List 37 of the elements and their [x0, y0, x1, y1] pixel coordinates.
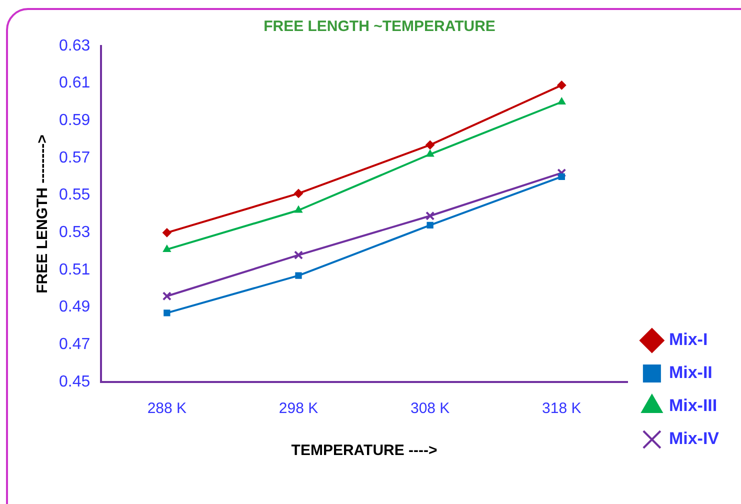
legend-label: Mix-II [668, 363, 712, 382]
point [294, 250, 304, 260]
legend-label: Mix-I [668, 330, 708, 350]
y-tick-label: 0.47 [59, 336, 90, 354]
y-tick-label: 0.55 [59, 186, 90, 204]
point [162, 292, 172, 301]
point [558, 98, 566, 104]
x-tick-label: 288 K [147, 400, 187, 418]
point [294, 188, 303, 198]
y-tick-label: 0.63 [59, 37, 90, 54]
y-axis-title: FREE LENGTH --------> [34, 134, 52, 294]
legend-label: Mix-IV [668, 429, 720, 448]
x-tick-label: 318 K [542, 400, 582, 418]
legend-label: Mix-III [668, 396, 718, 416]
y-tick-label: 0.51 [59, 261, 90, 278]
x-tick-label: 298 K [278, 400, 318, 418]
point [426, 140, 435, 150]
point [426, 150, 434, 157]
y-tick-label: 0.53 [59, 224, 90, 242]
point [558, 173, 565, 180]
point [162, 244, 171, 252]
point [294, 206, 302, 213]
y-tick-label: 0.61 [59, 74, 90, 92]
y-tick-label: 0.57 [59, 149, 90, 166]
y-tick-label: 0.59 [59, 112, 90, 130]
y-tick-label: 0.45 [59, 373, 90, 390]
point [426, 222, 434, 229]
chart-title: FREE LENGTH ~TEMPERATURE [264, 18, 496, 36]
point [295, 272, 302, 279]
x-axis-title: TEMPERATURE ----> [291, 442, 438, 460]
point [162, 228, 172, 238]
point [557, 168, 566, 178]
point [164, 310, 170, 316]
x-tick-label: 308 K [410, 400, 450, 418]
y-tick-label: 0.49 [59, 298, 90, 316]
point [426, 211, 435, 220]
point [557, 80, 566, 90]
